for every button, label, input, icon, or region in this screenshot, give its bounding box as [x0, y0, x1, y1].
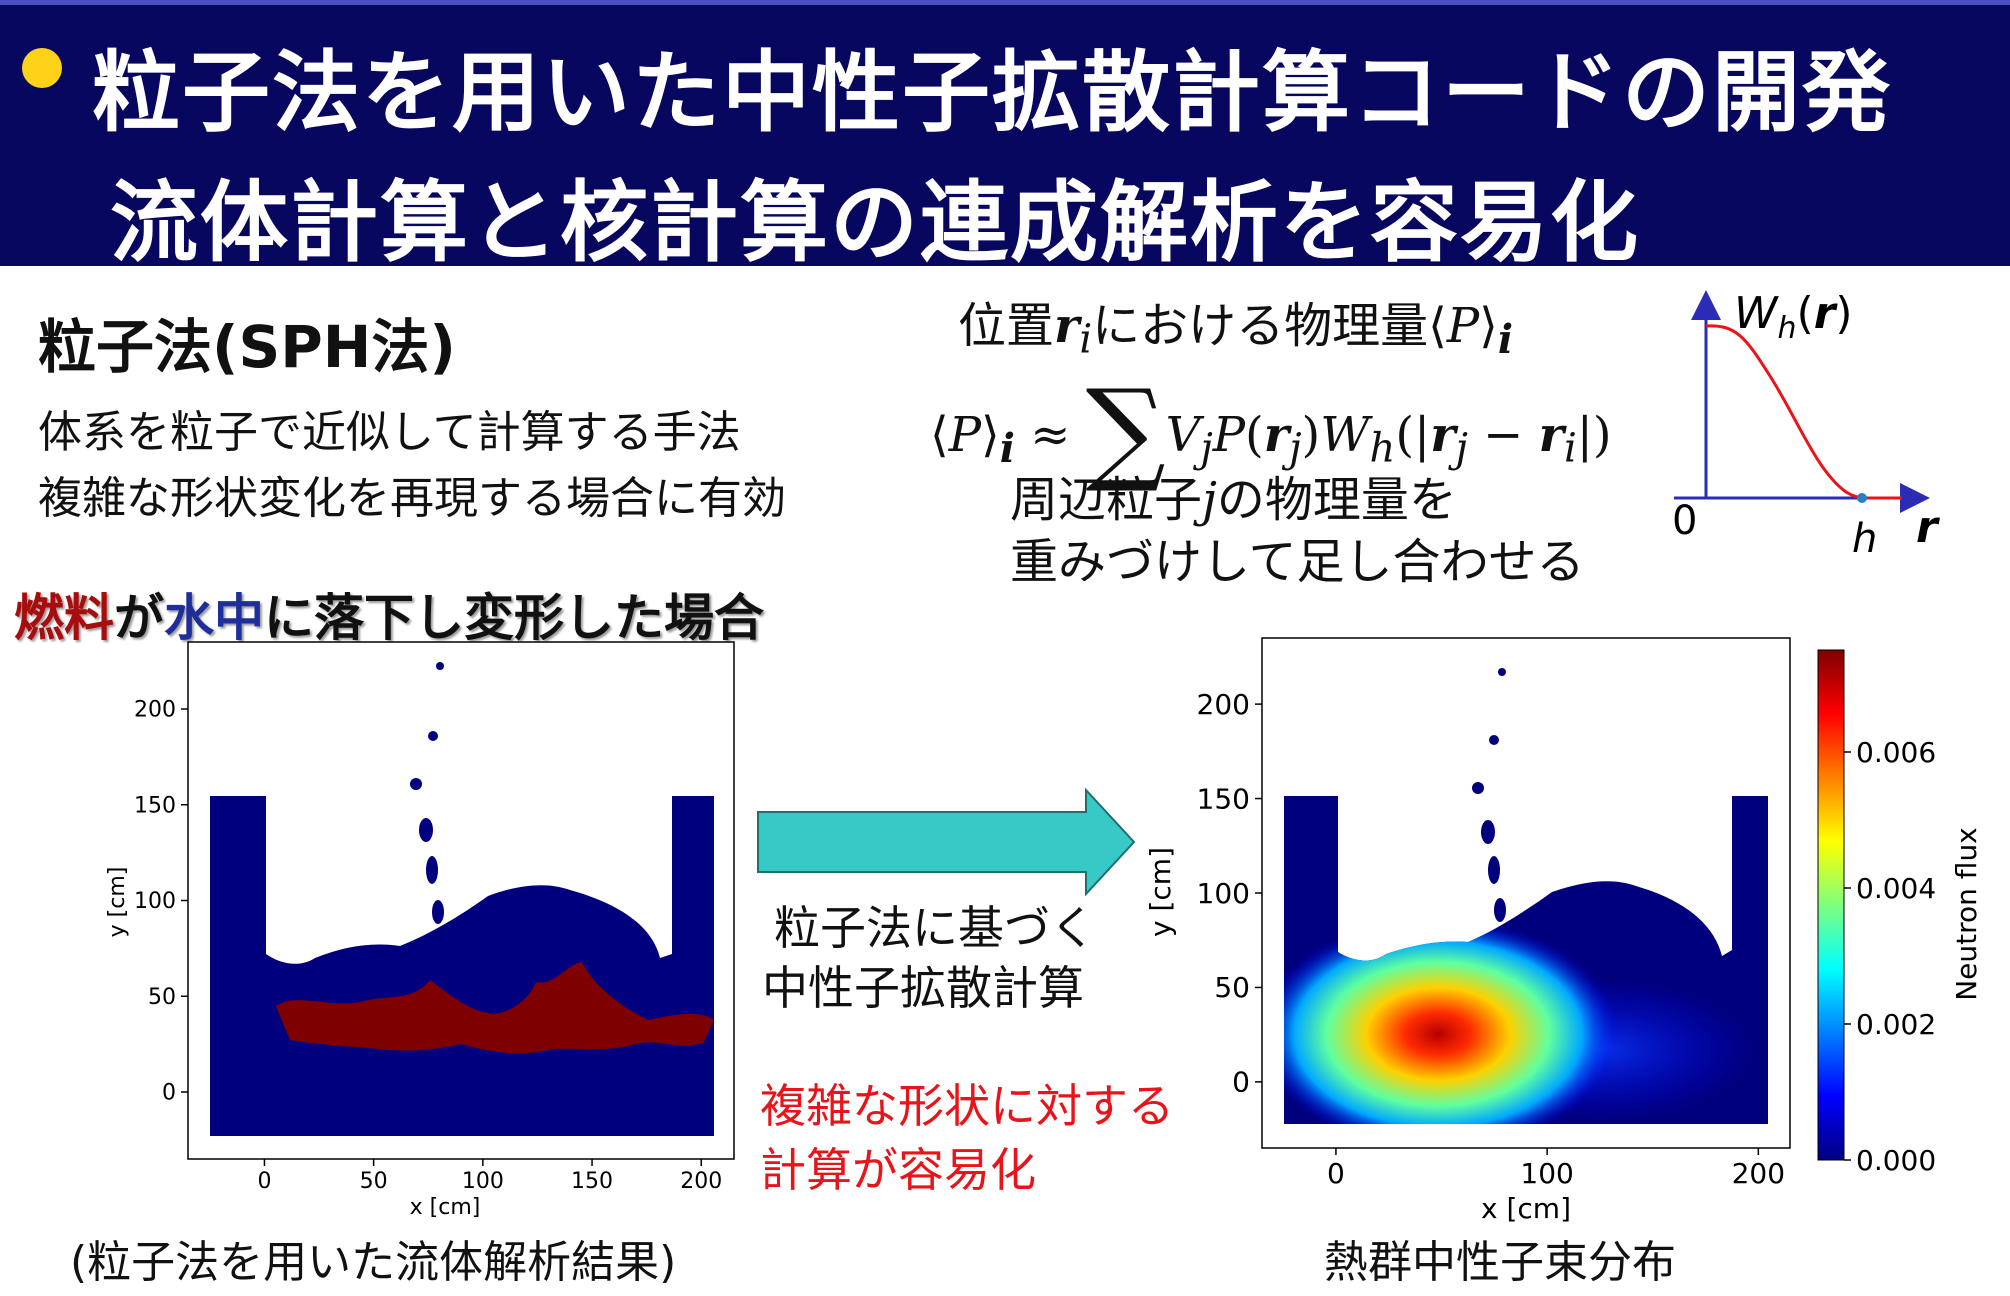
neighbor-quantity-label: の物理量を	[1216, 472, 1457, 528]
y-tick-label: 200	[134, 698, 176, 723]
kernel-curve	[1705, 324, 1902, 500]
colorbar-tick-label: 0.006	[1856, 736, 1936, 769]
sph-heading: 粒子法(SPH法)	[38, 313, 456, 381]
fuel-word: 燃料	[14, 589, 114, 647]
method-label-line1: 粒子法に基づく	[774, 901, 1096, 955]
case-rest: に落下し変形した場合	[264, 589, 764, 647]
kernel-origin-label: 0	[1672, 498, 1697, 544]
colorbar-tick-label: 0.004	[1856, 872, 1936, 905]
process-arrow	[757, 787, 1136, 897]
bullet-dot-icon	[22, 48, 62, 88]
fuel-particles	[276, 962, 714, 1054]
case-heading: 燃料が水中に落下し変形した場合	[14, 578, 764, 650]
x-tick-label: 0	[1327, 1157, 1345, 1190]
highlight-line1: 複雑な形状に対する	[760, 1079, 1174, 1133]
droplet	[432, 900, 444, 924]
neighbor-explanation-line1: 周辺粒子jの物理量を	[1010, 472, 1457, 528]
right-caption: 熱群中性子束分布	[1324, 1237, 1676, 1288]
x-tick-label: 200	[680, 1169, 722, 1194]
droplet	[428, 731, 438, 741]
kernel-function-plot: Wh(r) 0 h r	[1672, 288, 1940, 562]
left-x-axis-label: x [cm]	[410, 1195, 481, 1220]
x-tick-label: 100	[1520, 1157, 1573, 1190]
highlight-line2: 計算が容易化	[760, 1143, 1036, 1197]
y-tick-label: 0	[1232, 1066, 1250, 1099]
left-axes: 0 50 100 150 200 0 50 100 150 200	[134, 698, 722, 1194]
colorbar-tick-label: 0.002	[1856, 1008, 1936, 1041]
kernel-h-marker	[1857, 493, 1867, 503]
kernel-label: Wh(r)	[1734, 288, 1853, 346]
left-y-axis-label: y [cm]	[105, 867, 130, 938]
droplet	[1489, 735, 1499, 745]
droplet	[1498, 668, 1506, 676]
water-word: 水中	[164, 589, 264, 647]
y-tick-label: 50	[1214, 971, 1250, 1004]
droplet	[419, 818, 433, 842]
right-axes: 0 100 200 0 50 100 150 200	[1197, 688, 1785, 1190]
y-tick-label: 50	[148, 985, 176, 1010]
position-quantity-line: 位置riにおける物理量⟨P⟩i	[958, 298, 1514, 363]
right-y-axis-label: y [cm]	[1146, 847, 1177, 937]
particle-distribution-chart: 0 50 100 150 200 0 50 100 150 200 x [cm] y [cm]	[105, 641, 735, 1220]
colorbar-label: Neutron flux	[1950, 827, 1983, 1001]
page-title: 粒子法を用いた中性子拡散計算コードの開発	[92, 41, 1893, 144]
kernel-h-label: h	[1852, 516, 1877, 562]
left-caption: (粒子法を用いた流体解析結果)	[70, 1237, 677, 1288]
droplet	[1494, 898, 1506, 922]
sph-description-line2: 複雑な形状変化を再現する場合に有効	[38, 473, 786, 524]
x-tick-label: 150	[571, 1169, 613, 1194]
x-tick-label: 100	[462, 1169, 504, 1194]
droplet	[436, 662, 444, 670]
droplet	[1472, 782, 1484, 794]
left-particle-field	[210, 662, 714, 1136]
method-label-line2: 中性子拡散計算	[762, 961, 1084, 1015]
neighbor-explanation-line2: 重みづけして足し合わせる	[1010, 534, 1585, 590]
y-tick-label: 200	[1197, 688, 1250, 721]
droplet	[426, 856, 438, 884]
droplet	[1481, 820, 1495, 844]
y-tick-label: 150	[1197, 782, 1250, 815]
position-label: 位置	[958, 298, 1055, 354]
colorbar-ticks: 0.000 0.002 0.004 0.006	[1844, 736, 1936, 1177]
case-ga: が	[114, 589, 164, 647]
neighbor-particle-label: 周辺粒子	[1010, 472, 1203, 528]
y-tick-label: 100	[1197, 877, 1250, 910]
droplet	[1488, 856, 1500, 884]
x-tick-label: 200	[1732, 1157, 1785, 1190]
droplet	[410, 778, 422, 790]
title-banner	[0, 0, 2010, 266]
page-subtitle: 流体計算と核計算の連成解析を容易化	[110, 171, 1641, 274]
y-tick-label: 100	[134, 889, 176, 914]
physical-quantity-label: における物理量	[1092, 298, 1429, 354]
water-particles	[210, 796, 714, 1136]
sph-summation-formula: ⟨P⟩i ≈ ∑VjP(rj)Wh(|rj − ri|)	[930, 366, 1612, 496]
kernel-r-label: r	[1916, 502, 1940, 553]
sph-description-line1: 体系を粒子で近似して計算する手法	[38, 407, 741, 458]
colorbar	[1817, 649, 1845, 1161]
y-tick-label: 0	[162, 1081, 176, 1106]
colorbar-tick-label: 0.000	[1856, 1144, 1936, 1177]
x-tick-label: 50	[360, 1169, 388, 1194]
arrow-shape	[757, 787, 1136, 897]
x-tick-label: 0	[257, 1169, 271, 1194]
y-tick-label: 150	[134, 793, 176, 818]
right-x-axis-label: x [cm]	[1481, 1192, 1571, 1225]
